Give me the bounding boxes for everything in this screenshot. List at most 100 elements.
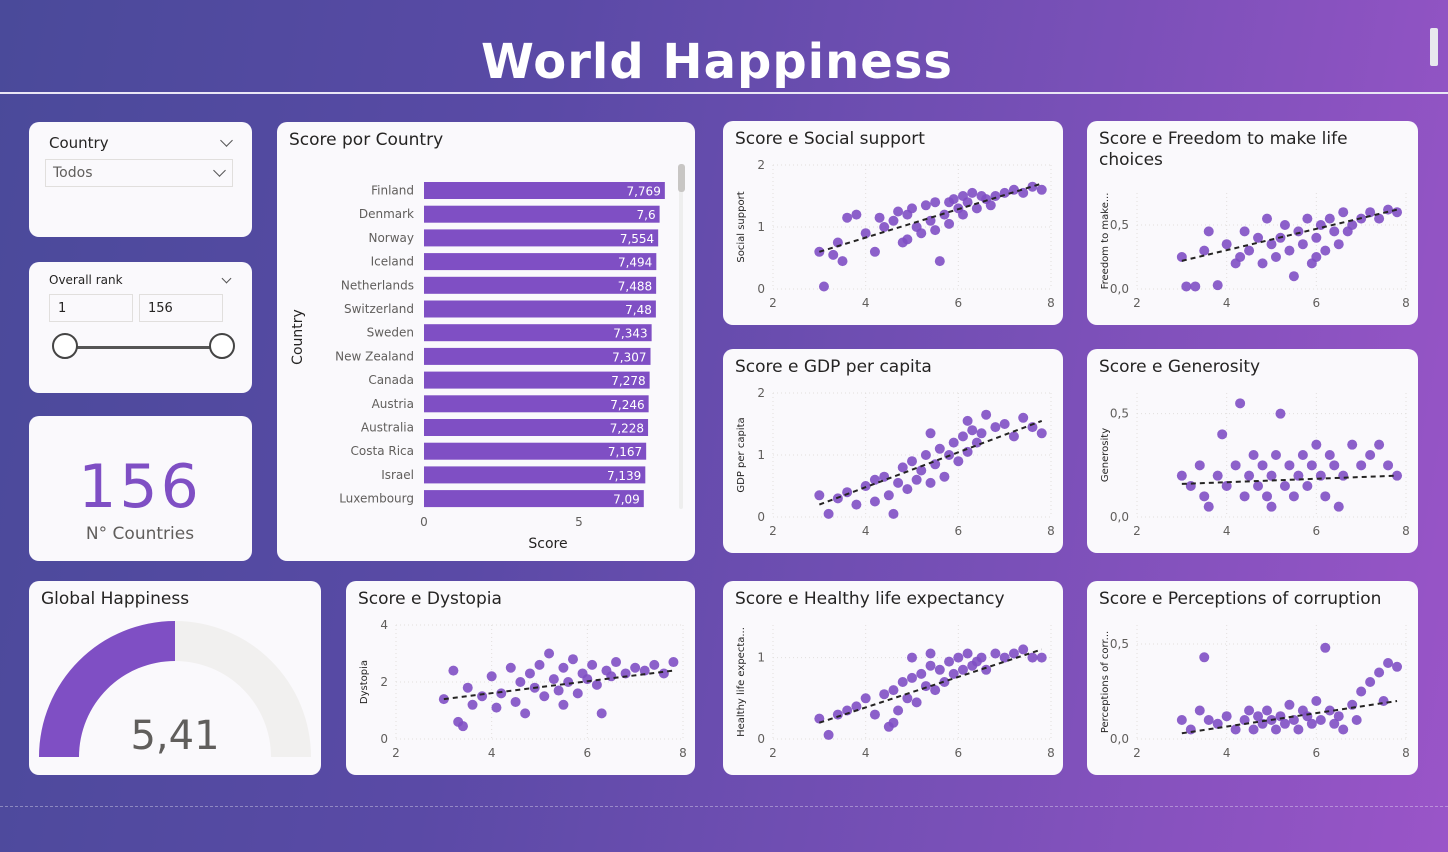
scatter-point xyxy=(1235,398,1246,409)
scatter-point xyxy=(1320,491,1331,502)
scatter-point xyxy=(925,660,936,671)
scatter-point xyxy=(1333,239,1344,250)
scatter-point xyxy=(1190,281,1201,292)
scatter-point xyxy=(668,657,679,668)
rank-slider-min-handle[interactable] xyxy=(52,333,78,359)
scatter-point xyxy=(1279,718,1290,729)
page-title: World Happiness xyxy=(480,34,953,90)
scatter-x-tick: 6 xyxy=(1313,746,1321,760)
scatter-point xyxy=(1320,642,1331,653)
bar-category-label: Canada xyxy=(368,373,414,387)
scatter-point xyxy=(1199,652,1210,663)
scatter-point xyxy=(962,648,973,659)
scatter-point xyxy=(596,708,607,719)
scatter-point xyxy=(1392,661,1403,672)
scatter-point xyxy=(874,212,885,223)
gauge-fill xyxy=(39,621,175,757)
scatter-x-tick: 8 xyxy=(1402,296,1410,310)
scatter-point xyxy=(1297,239,1308,250)
scatter-y-tick: 0,5 xyxy=(1110,637,1129,651)
chevron-down-icon[interactable] xyxy=(221,273,232,284)
scatter-point xyxy=(1392,207,1403,218)
scatter-point xyxy=(558,699,569,710)
bar-value-label: 7,343 xyxy=(613,327,647,341)
scatter-x-tick: 4 xyxy=(1223,746,1231,760)
scatter-point xyxy=(990,422,1001,433)
scatter-x-tick: 2 xyxy=(769,296,777,310)
gdp-card: Score e GDP per capita 0 1 2 2 4 6 8 GDP per ca… xyxy=(723,349,1063,553)
scatter-point xyxy=(1324,450,1335,460)
scatter-point xyxy=(1027,181,1038,192)
scatter-point xyxy=(1244,705,1255,716)
scatter-point xyxy=(879,471,890,482)
scatter-point xyxy=(1036,184,1047,195)
health-card: Score e Healthy life expectancy 0 1 2 4 6 8 He… xyxy=(723,581,1063,775)
scatter-trend-line xyxy=(819,182,1043,253)
scatter-x-tick: 6 xyxy=(1313,524,1321,538)
scatter-point xyxy=(1338,470,1349,481)
scatter-y-axis-label: Generosity xyxy=(1100,428,1111,482)
scatter-point xyxy=(1266,470,1277,481)
bar-x-tick: 0 xyxy=(420,515,428,529)
bar xyxy=(424,253,657,271)
bar-value-label: 7,307 xyxy=(612,350,646,364)
rank-slider-track[interactable] xyxy=(65,346,223,349)
scatter-point xyxy=(1248,450,1259,460)
scatter-x-tick: 6 xyxy=(955,524,963,538)
scatter-y-tick: 0,0 xyxy=(1110,510,1129,524)
bar-x-tick: 5 xyxy=(575,515,583,529)
scatter-point xyxy=(1365,677,1376,687)
bar xyxy=(424,419,649,436)
scatter-y-tick: 0,5 xyxy=(1110,407,1129,421)
scatter-point xyxy=(1315,715,1326,725)
scatter-point xyxy=(842,212,853,223)
scatter-point xyxy=(1221,481,1232,491)
scatter-point xyxy=(1347,439,1358,450)
bar-category-label: Norway xyxy=(368,231,414,245)
scatter-point xyxy=(902,693,913,704)
corruption-card: Score e Perceptions of corruption 0,0 0,5… xyxy=(1087,581,1418,775)
bar-chart-scroll-thumb xyxy=(678,164,685,192)
rank-max-input[interactable]: 156 xyxy=(139,294,223,322)
country-dropdown[interactable]: Todos xyxy=(45,159,233,187)
scatter-point xyxy=(1311,696,1322,706)
scatter-point xyxy=(939,471,950,482)
scatter-point xyxy=(1253,481,1264,491)
bar-chart-scroll-track xyxy=(679,164,683,509)
scatter-point xyxy=(939,677,950,687)
scatter-x-tick: 8 xyxy=(1047,746,1055,760)
scatter-point xyxy=(818,281,829,292)
bar xyxy=(424,442,647,460)
scatter-point xyxy=(1270,252,1281,262)
scatter-point xyxy=(814,246,825,257)
scatter-point xyxy=(893,705,904,716)
scatter-point xyxy=(907,672,917,683)
scatter-point xyxy=(1275,408,1286,419)
scatter-point xyxy=(1329,460,1340,471)
scatter-point xyxy=(971,437,982,448)
scatter-point xyxy=(1333,711,1344,722)
scatter-point xyxy=(1329,718,1340,729)
chevron-down-icon[interactable] xyxy=(220,134,233,147)
bar-value-label: 7,167 xyxy=(608,445,642,459)
corruption-chart: 0,0 0,5 2 4 6 8 Perceptions of corr... xyxy=(1100,625,1410,760)
scatter-point xyxy=(1036,428,1047,439)
scatter-point xyxy=(1293,724,1304,735)
rank-min-input[interactable]: 1 xyxy=(49,294,133,322)
scatter-y-tick: 0,0 xyxy=(1110,732,1129,746)
scatter-point xyxy=(1203,501,1214,512)
bar-category-label: Denmark xyxy=(359,207,414,221)
bar-category-label: Costa Rica xyxy=(351,444,414,458)
bar-y-axis-label: Country xyxy=(290,309,306,365)
scatter-point xyxy=(1262,705,1273,716)
rank-slicer: Overall rank 1 156 xyxy=(29,262,252,393)
scatter-point xyxy=(1351,715,1362,725)
bar-category-label: Iceland xyxy=(371,255,414,269)
bar-category-label: Netherlands xyxy=(341,278,414,292)
scatter-point xyxy=(888,717,899,728)
scatter-point xyxy=(1333,501,1344,512)
page-scrollbar[interactable] xyxy=(1430,28,1438,66)
bar xyxy=(424,205,660,223)
rank-slider-max-handle[interactable] xyxy=(209,333,235,359)
health-chart: 0 1 2 4 6 8 Healthy life expecta... xyxy=(736,625,1055,760)
